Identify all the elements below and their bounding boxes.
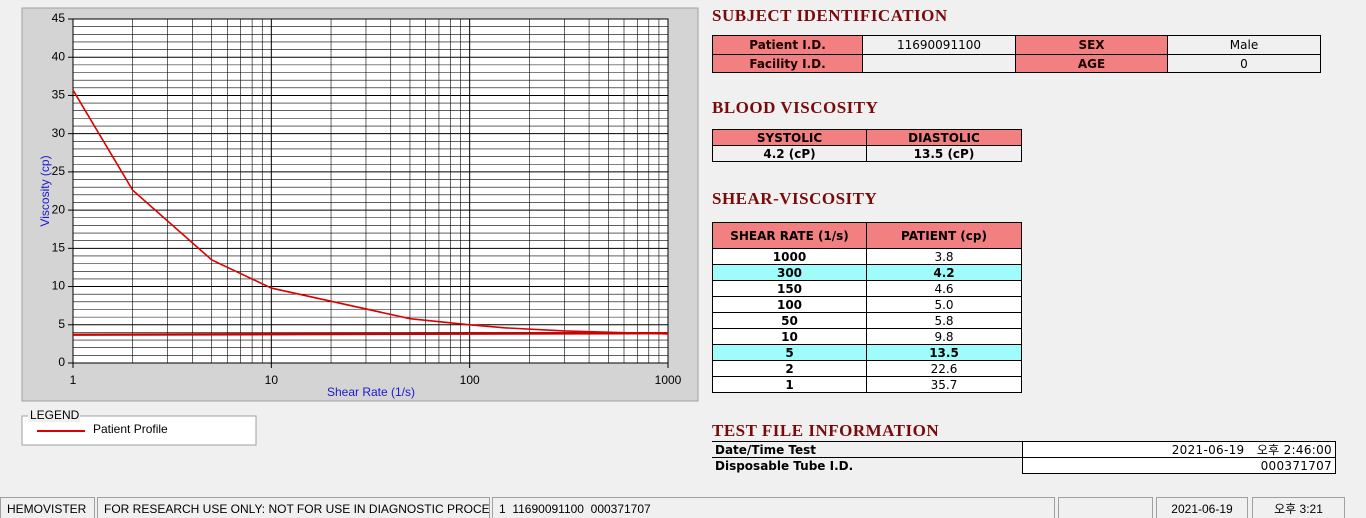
table-cell: Date/Time Test bbox=[712, 441, 1023, 458]
table-cell: 9.8 bbox=[866, 328, 1022, 345]
section-title: BLOOD VISCOSITY bbox=[712, 98, 879, 117]
table-cell: 2021-06-19 오후 2:46:00 bbox=[1022, 441, 1336, 458]
section-title: SHEAR-VISCOSITY bbox=[712, 189, 878, 208]
series-line bbox=[72, 331, 669, 336]
y-tick-label: 35 bbox=[52, 88, 66, 102]
table-cell: PATIENT (cp) bbox=[866, 222, 1022, 249]
y-tick-label: 30 bbox=[52, 126, 66, 140]
legend-title: LEGEND bbox=[30, 408, 80, 422]
table-cell: 300 bbox=[712, 264, 867, 281]
y-tick-label: 40 bbox=[52, 49, 66, 63]
table-cell: 22.6 bbox=[866, 360, 1022, 377]
table-cell: 50 bbox=[712, 312, 867, 329]
chart: Shear Rate (1/s) Viscosity (cp) LEGEND 0… bbox=[21, 7, 699, 446]
status-panel: 2021-06-19 bbox=[1156, 497, 1248, 518]
x-tick-label: 1 bbox=[70, 373, 77, 387]
y-axis-label: Viscosity (cp) bbox=[38, 155, 52, 226]
x-tick-label: 100 bbox=[460, 373, 480, 387]
table-cell: SHEAR RATE (1/s) bbox=[712, 222, 867, 249]
status-panel: HEMOVISTER bbox=[0, 497, 95, 518]
table-cell: 13.5 (cP) bbox=[866, 145, 1022, 162]
table-cell: 13.5 bbox=[866, 344, 1022, 361]
table-cell: 5.8 bbox=[866, 312, 1022, 329]
table-cell: 35.7 bbox=[866, 376, 1022, 393]
table-cell bbox=[862, 54, 1016, 73]
table-cell: 150 bbox=[712, 280, 867, 297]
table-cell: 4.2 bbox=[866, 264, 1022, 281]
y-tick-label: 15 bbox=[52, 241, 66, 255]
table-cell: 5.0 bbox=[866, 296, 1022, 313]
x-axis-label: Shear Rate (1/s) bbox=[327, 385, 415, 399]
legend-label: Patient Profile bbox=[93, 422, 168, 436]
y-tick-label: 25 bbox=[52, 164, 66, 178]
y-tick-label: 0 bbox=[58, 355, 65, 369]
plot-area bbox=[73, 19, 668, 363]
table-cell: 1000 bbox=[712, 248, 867, 265]
table-cell: 4.6 bbox=[866, 280, 1022, 297]
table-cell: 1 bbox=[712, 376, 867, 393]
table-cell: 0 bbox=[1167, 54, 1321, 73]
table-cell: 000371707 bbox=[1022, 457, 1336, 474]
status-panel: 1 11690091100 000371707 bbox=[492, 497, 1055, 518]
table-cell: Facility I.D. bbox=[712, 54, 863, 73]
y-tick-label: 5 bbox=[58, 317, 65, 331]
table-cell: 11690091100 bbox=[862, 35, 1016, 55]
x-tick-label: 1000 bbox=[655, 373, 682, 387]
table-cell: Male bbox=[1167, 35, 1321, 55]
table-cell: 4.2 (cP) bbox=[712, 145, 867, 162]
table-cell: 100 bbox=[712, 296, 867, 313]
table-cell: DIASTOLIC bbox=[866, 129, 1022, 146]
y-tick-label: 45 bbox=[52, 11, 66, 25]
y-tick-label: 20 bbox=[52, 202, 66, 216]
status-panel: FOR RESEARCH USE ONLY: NOT FOR USE IN DI… bbox=[97, 497, 490, 518]
y-tick-label: 10 bbox=[52, 279, 66, 293]
legend-title-bg bbox=[28, 409, 80, 422]
status-panel bbox=[1058, 497, 1153, 518]
series-line bbox=[72, 89, 669, 335]
section-title: TEST FILE INFORMATION bbox=[712, 421, 940, 440]
table-cell: 2 bbox=[712, 360, 867, 377]
table-cell: AGE bbox=[1015, 54, 1168, 73]
table-cell: 3.8 bbox=[866, 248, 1022, 265]
table-cell: SYSTOLIC bbox=[712, 129, 867, 146]
table-cell: 10 bbox=[712, 328, 867, 345]
table-cell: Patient I.D. bbox=[712, 35, 863, 55]
status-panel: 오후 3:21 bbox=[1252, 497, 1345, 518]
section-title: SUBJECT IDENTIFICATION bbox=[712, 6, 948, 25]
x-tick-label: 10 bbox=[265, 373, 279, 387]
table-cell: 5 bbox=[712, 344, 867, 361]
table-cell: Disposable Tube I.D. bbox=[712, 457, 1023, 474]
plot-border bbox=[72, 18, 669, 364]
table-cell: SEX bbox=[1015, 35, 1168, 55]
